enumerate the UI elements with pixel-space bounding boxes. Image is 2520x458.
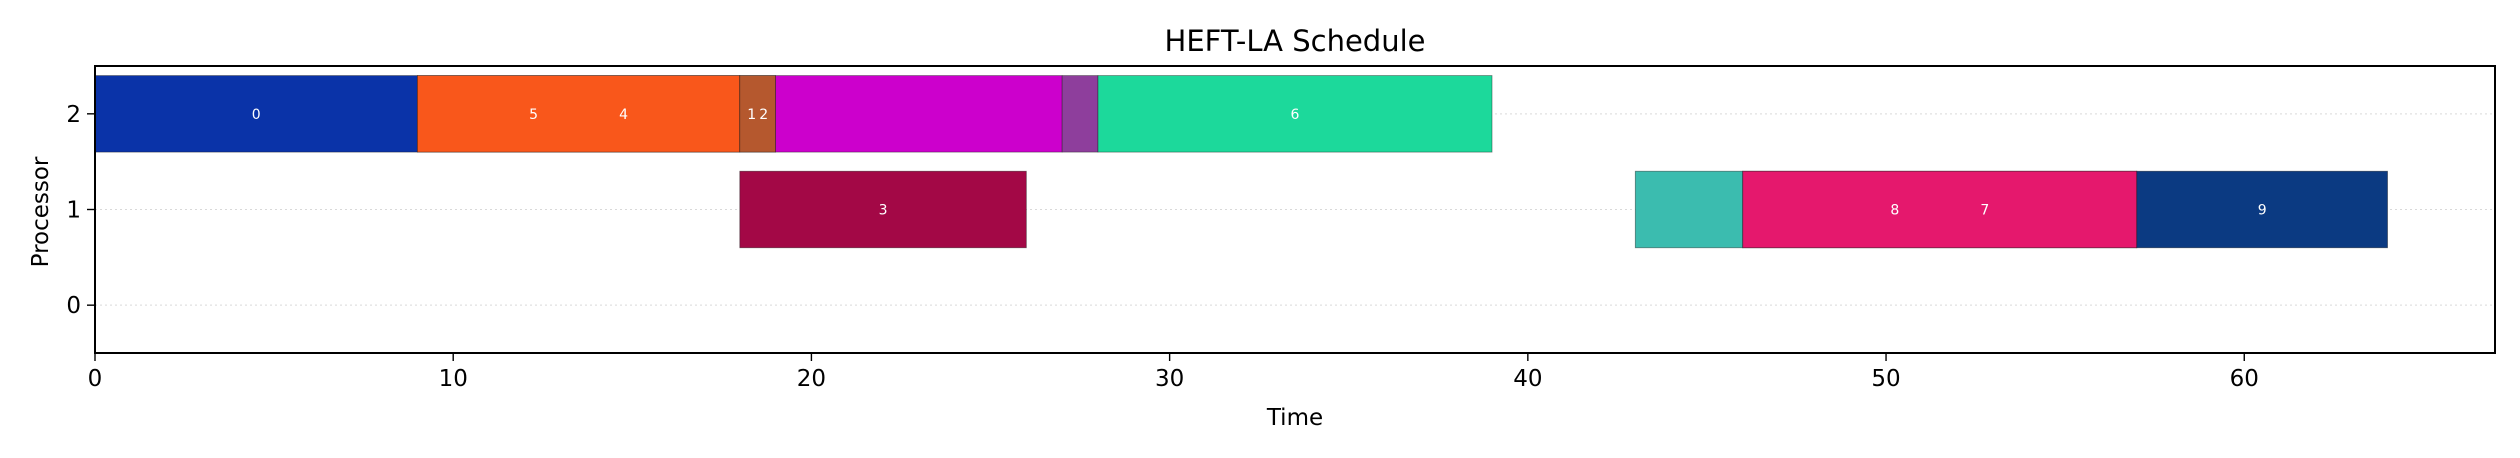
task-bar-4	[739, 75, 776, 153]
task-label-1: 5	[529, 107, 538, 123]
chart-title: HEFT-LA Schedule	[1165, 24, 1426, 58]
task-bar-7	[1097, 75, 1493, 153]
x-tick-label-40: 40	[1513, 366, 1542, 392]
task-labels: 0 5 4 1 2 6 3 8 7 9	[252, 107, 2267, 219]
task-label-11: 7	[1980, 203, 1989, 219]
task-bar-0	[94, 75, 418, 153]
y-axis-label: Processor	[28, 156, 54, 267]
task-bars	[94, 75, 2388, 249]
task-bar-9	[1634, 170, 1744, 249]
y-tick-label-2: 2	[66, 102, 81, 128]
x-tick-label-0: 0	[88, 366, 103, 392]
y-tick-label-1: 1	[66, 198, 81, 224]
y-tick-label-0: 0	[66, 293, 81, 319]
x-tick-label-60: 60	[2230, 366, 2259, 392]
y-axis-ticks: 0 1 2	[66, 102, 95, 319]
task-label-10: 8	[1890, 203, 1899, 219]
task-label-8: 3	[879, 203, 888, 219]
task-label-4: 2	[759, 107, 768, 123]
task-label-2: 4	[619, 107, 628, 123]
task-bar-6	[1061, 75, 1099, 153]
task-label-3: 1	[747, 107, 756, 123]
task-label-0: 0	[252, 107, 261, 123]
task-bar-12	[2136, 170, 2388, 249]
task-label-7: 6	[1291, 107, 1300, 123]
x-tick-label-10: 10	[439, 366, 468, 392]
x-tick-label-30: 30	[1155, 366, 1184, 392]
task-label-12: 9	[2258, 203, 2267, 219]
task-bar-11	[1742, 170, 2138, 249]
x-tick-label-50: 50	[1871, 366, 1900, 392]
x-axis-label: Time	[1266, 405, 1323, 431]
task-bar-2	[416, 75, 741, 153]
task-bar-5	[775, 75, 1063, 153]
task-bar-8	[739, 170, 1027, 249]
x-axis-ticks: 0 10 20 30 40 50 60	[88, 353, 2259, 392]
x-tick-label-20: 20	[797, 366, 826, 392]
